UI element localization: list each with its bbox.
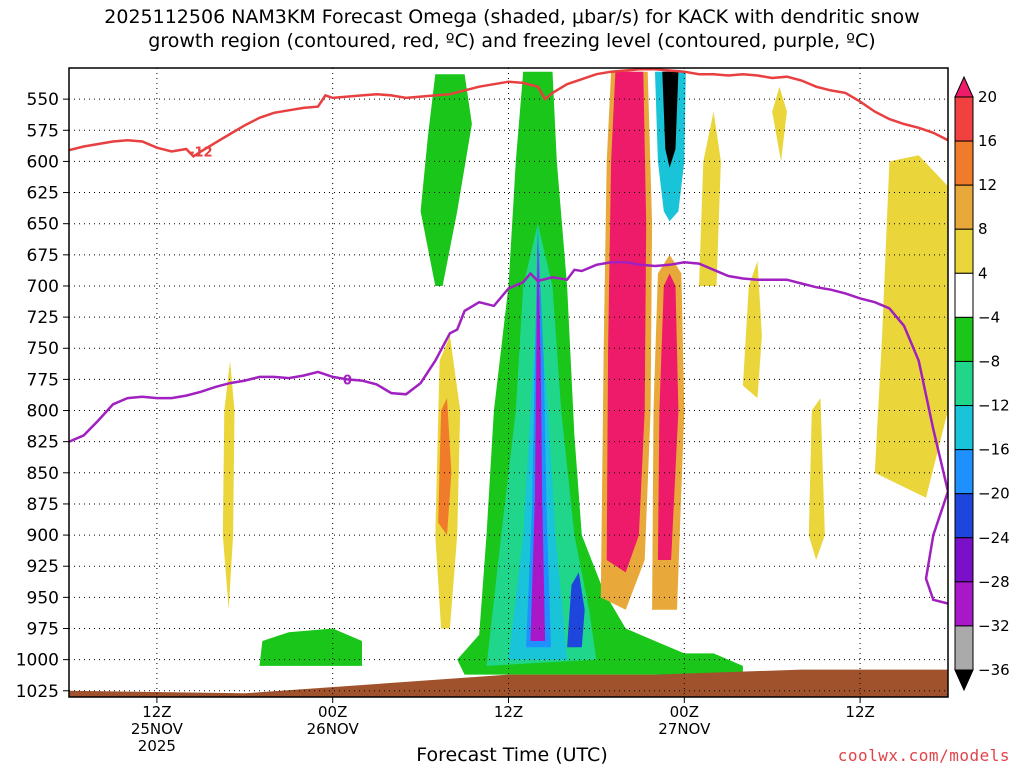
colorbar-label-9: −20: [978, 485, 1010, 503]
chart-title-line2: growth region (contoured, red, ºC) and f…: [148, 30, 876, 52]
y-tick-label-750: 750: [27, 339, 59, 359]
y-tick-label-725: 725: [27, 308, 59, 328]
colorbar-swatch-12: [954, 581, 974, 627]
y-tick-label-975: 975: [27, 619, 59, 639]
y-tick-label-950: 950: [27, 588, 59, 608]
y-tick-label-875: 875: [27, 495, 59, 515]
colorbar-swatch-4: [954, 228, 974, 274]
x-tick-label-54-1: 12Z: [845, 703, 874, 721]
colorbar-swatch-9: [954, 449, 974, 495]
colorbar-swatch-6: [954, 316, 974, 362]
colorbar-label-11: −28: [978, 573, 1010, 591]
omega-descent-weak-6: [772, 86, 787, 162]
x-tick-label-18-1: 00Z: [318, 703, 347, 721]
x-tick-label-6-2: 25NOV: [131, 720, 184, 738]
contour-line-1: [69, 261, 948, 605]
colorbar-swatch-1: [954, 96, 974, 142]
colorbar-label-7: −12: [978, 397, 1010, 415]
omega-ascent-black-core: [662, 71, 679, 168]
y-tick-label-675: 675: [27, 246, 59, 266]
x-tick-label-42-2: 27NOV: [658, 720, 711, 738]
y-tick-label-1025: 1025: [16, 682, 59, 702]
colorbar-swatch-13: [954, 625, 974, 671]
colorbar-label-12: −32: [978, 617, 1010, 635]
y-tick-label-550: 550: [27, 90, 59, 110]
credit-text[interactable]: coolwx.com/models: [837, 746, 1010, 765]
y-tick-label-625: 625: [27, 184, 59, 204]
colorbar-label-6: −8: [978, 352, 1000, 370]
colorbar-swatch-11: [954, 537, 974, 583]
y-tick-label-850: 850: [27, 464, 59, 484]
colorbar-swatch-2: [954, 140, 974, 186]
x-tick-label-18-2: 26NOV: [307, 720, 360, 738]
x-axis-label: Forecast Time (UTC): [416, 744, 608, 766]
omega-descent-weak-4: [699, 111, 721, 286]
colorbar-label-13: −36: [978, 661, 1010, 679]
y-tick-label-900: 900: [27, 526, 59, 546]
x-tick-label-6-3: 2025: [138, 737, 176, 755]
y-tick-label-825: 825: [27, 433, 59, 453]
colorbar-label-8: −16: [978, 441, 1010, 459]
colorbar-swatch-3: [954, 184, 974, 230]
colorbar-label-4: 4: [978, 264, 988, 282]
omega-ascent-green-upper: [420, 74, 472, 286]
colorbar-swatch-8: [954, 405, 974, 451]
omega-descent-magenta-2: [657, 273, 679, 560]
omega-descent-orange-west: [438, 398, 452, 536]
colorbar-swatch-10: [954, 493, 974, 539]
colorbar-label-5: −4: [978, 308, 1000, 326]
y-tick-label-700: 700: [27, 277, 59, 297]
colorbar-label-0: 20: [978, 88, 997, 106]
colorbar-swatch-5: [954, 272, 974, 318]
omega-ascent-blue-lower: [567, 572, 585, 648]
colorbar-label-1: 16: [978, 132, 997, 150]
omega-ascent-green-west: [259, 628, 362, 666]
y-tick-label-800: 800: [27, 402, 59, 422]
omega-descent-weak-1: [222, 360, 235, 610]
contour-line-0: [69, 68, 948, 159]
y-tick-label-600: 600: [27, 152, 59, 172]
y-tick-label-1000: 1000: [16, 651, 59, 671]
omega-ascent-purple: [530, 236, 546, 641]
y-tick-label-925: 925: [27, 557, 59, 577]
colorbar-label-10: −24: [978, 529, 1010, 547]
colorbar-label-2: 12: [978, 176, 997, 194]
y-tick-label-650: 650: [27, 215, 59, 235]
contour-label-1: 0: [343, 373, 352, 388]
contour-label-0: -12: [189, 145, 213, 160]
x-tick-label-6-1: 12Z: [142, 703, 171, 721]
chart-title-line1: 2025112506 NAM3KM Forecast Omega (shaded…: [104, 6, 920, 28]
y-tick-label-775: 775: [27, 370, 59, 390]
colorbar-top-arrow: [954, 75, 974, 98]
colorbar-bottom-arrow: [954, 669, 974, 692]
x-tick-label-30-1: 12Z: [494, 703, 523, 721]
omega-descent-weak-5: [742, 261, 762, 399]
y-tick-label-575: 575: [27, 121, 59, 141]
x-tick-label-42-1: 00Z: [670, 703, 699, 721]
omega-descent-weak-2: [808, 398, 825, 560]
colorbar-label-3: 8: [978, 220, 988, 238]
plot-area: -12 0: [69, 68, 948, 697]
omega-descent-magenta: [606, 71, 647, 573]
colorbar-swatch-7: [954, 360, 974, 407]
